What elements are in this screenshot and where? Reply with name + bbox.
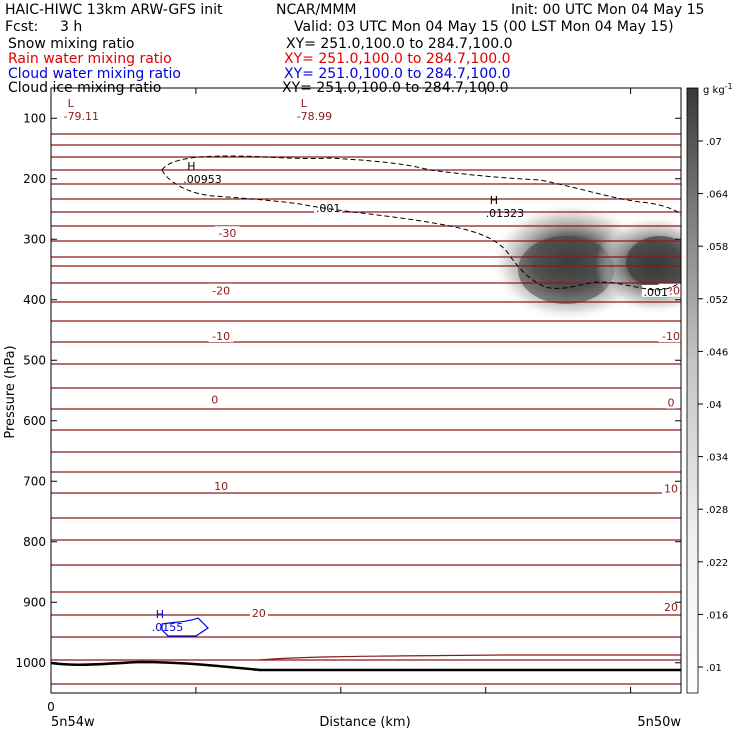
field-cloudwater-xy: XY= 251.0,100.0 to 284.7,100.0 [284, 66, 511, 82]
cloud-ice-blob [626, 236, 681, 288]
isotherm-label: 0 [211, 394, 218, 407]
cloud-ice-label-bg [641, 284, 670, 297]
field-snow-xy: XY= 251.0,100.0 to 284.7,100.0 [286, 36, 513, 52]
colorbar-tick-label: .016 [706, 610, 728, 621]
cloud-ice-blob [518, 236, 614, 304]
colorbar [686, 87, 699, 694]
colorbar-tick-label: .01 [706, 663, 722, 674]
forecast-hour: 3 h [60, 19, 83, 35]
field-snow-name: Snow mixing ratio [8, 36, 135, 52]
isotherm-label-bg [208, 283, 234, 297]
colorbar-tick-label: .034 [706, 453, 728, 464]
isotherm-lines [51, 133, 681, 685]
cloud-water-contour [161, 617, 209, 637]
colorbar-tick-label: .058 [706, 242, 728, 253]
extremum-value: .00953 [183, 173, 222, 186]
cloud-ice-contour [161, 169, 681, 291]
isotherm-label-bg [214, 226, 240, 240]
field-rain-name: Rain water mixing ratio [8, 51, 172, 67]
extremum-marker: H [156, 608, 164, 621]
forecast-label: Fcst: [5, 19, 39, 35]
init-time: Init: 00 UTC Mon 04 May 15 [511, 2, 705, 18]
isotherm-label-bg [209, 392, 221, 406]
colorbar-ticks: .01 .016 .022 .028 .034 .04 .046 .052 .058 .064 .0… [698, 137, 728, 674]
extremum-value: .01323 [486, 207, 525, 220]
y-axis-label: Pressure (hPa) [3, 345, 18, 438]
extremum-value: -78.99 [297, 110, 332, 123]
y-tick-label: 400 [23, 293, 46, 307]
extremum-marker: L [301, 97, 308, 110]
colorbar-tick-label: .022 [706, 558, 728, 569]
y-tick-label: 1000 [15, 656, 46, 670]
extremum-marker: H [490, 194, 498, 207]
x-endpoint-right: 5n50w [637, 715, 681, 730]
isotherm-label: 20 [252, 607, 266, 620]
isotherm-label: -10 [212, 330, 230, 343]
colorbar-tick-label: .052 [706, 295, 728, 306]
ground-line [51, 660, 681, 672]
isotherm-label-bg [208, 329, 234, 343]
isotherm-label: -10 [662, 330, 680, 343]
field-cloudwater-name: Cloud water mixing ratio [8, 66, 181, 82]
colorbar-tick-label: .046 [706, 347, 728, 358]
isotherm-label-bg [658, 329, 684, 343]
isotherm-label: -20 [212, 285, 230, 298]
chart-title: HAIC-HIWC 13km ARW-GFS init [5, 2, 223, 18]
cloud-ice-label-bg [314, 200, 343, 213]
isotherm-label-bg [249, 606, 268, 620]
isotherm-label: 10 [214, 480, 228, 493]
center-label: NCAR/MMM [276, 2, 357, 18]
surface-isotherm [259, 654, 681, 661]
y-tick-label: 600 [23, 414, 46, 428]
cloud-ice-contours [161, 155, 681, 291]
y-tick-label: 700 [23, 474, 46, 488]
extremum-value: -79.11 [64, 110, 99, 123]
x-tick-zero: 0 [47, 700, 55, 714]
y-tick-label: 300 [23, 232, 46, 246]
x-axis-label: Distance (km) [319, 715, 410, 730]
colorbar-tick-label: .028 [706, 505, 728, 516]
isotherm-label: -30 [218, 227, 236, 240]
isotherm-label: 0 [668, 397, 675, 410]
y-tick-label: 900 [23, 595, 46, 609]
isotherm-label-bg [662, 600, 680, 614]
y-tick-label: 200 [23, 172, 46, 186]
extremum-marker: L [68, 97, 75, 110]
plot-frame [50, 87, 682, 694]
y-tick-label: 800 [23, 535, 46, 549]
field-rain-xy: XY= 251.0,100.0 to 284.7,100.0 [284, 51, 511, 67]
isotherm-label: 20 [664, 601, 678, 614]
colorbar-tick-label: .04 [706, 400, 722, 411]
extremum-value: .0155 [152, 621, 184, 634]
colorbar-unit: g kg-1 [703, 82, 733, 96]
isotherm-label-bg [665, 395, 677, 409]
x-endpoint-left: 5n54w [51, 715, 95, 730]
cloud-ice-contour [161, 155, 681, 217]
extremum-marker: H [187, 160, 195, 173]
isotherm-label: 10 [664, 483, 678, 496]
cloud-ice-label: .001 [644, 286, 669, 299]
colorbar-tick-label: .07 [706, 137, 722, 148]
y-tick-label: 500 [23, 353, 46, 367]
valid-time: Valid: 03 UTC Mon 04 May 15 (00 LST Mon … [294, 19, 674, 35]
y-tick-label: 100 [23, 111, 46, 125]
isotherm-label-bg [662, 481, 680, 495]
cloud-ice-label: .001 [316, 202, 341, 215]
terrain [51, 654, 681, 672]
colorbar-tick-label: .064 [706, 190, 728, 201]
isotherm-label-bg [212, 479, 231, 493]
